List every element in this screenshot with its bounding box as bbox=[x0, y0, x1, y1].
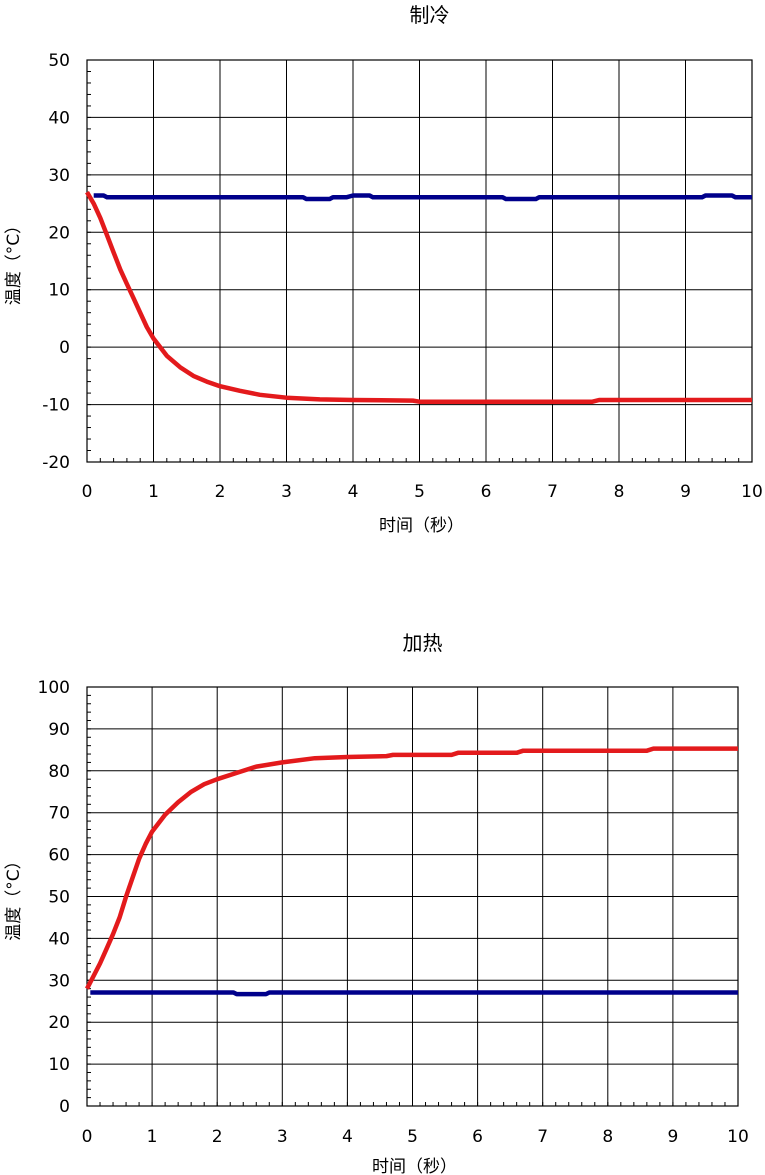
x-tick-label: 4 bbox=[342, 1127, 353, 1147]
y-tick-label: 50 bbox=[48, 51, 70, 71]
y-tick-label: 60 bbox=[48, 846, 70, 866]
plot-frame bbox=[86, 686, 739, 1107]
y-tick-label: 20 bbox=[48, 223, 70, 243]
y-tick-label: 90 bbox=[48, 720, 70, 740]
chart-1: 0 10 20 30 40 50 60 70 80 90 100 0 1 2 3 4 5 6 7 8 9 10 加热时间（秒… bbox=[4, 631, 749, 1175]
x-tick-label: 10 bbox=[727, 1127, 749, 1147]
y-tick-label: 0 bbox=[59, 338, 70, 358]
x-tick-label: 8 bbox=[602, 1127, 613, 1147]
x-tick-label: 0 bbox=[82, 1127, 93, 1147]
x-tick-label: 2 bbox=[215, 482, 226, 502]
plot-frame bbox=[86, 59, 753, 463]
y-tick-label: 30 bbox=[48, 166, 70, 186]
y-tick-label: 80 bbox=[48, 762, 70, 782]
x-tick-label: 1 bbox=[148, 482, 159, 502]
x-tick-label: 3 bbox=[281, 482, 292, 502]
chart-title: 加热 bbox=[403, 631, 443, 655]
x-tick-label: 9 bbox=[667, 1127, 678, 1147]
x-tick-label: 2 bbox=[212, 1127, 223, 1147]
x-tick-label: 1 bbox=[147, 1127, 158, 1147]
y-tick-label: 40 bbox=[48, 929, 70, 949]
x-tick-label: 6 bbox=[472, 1127, 483, 1147]
chart-title: 制冷 bbox=[410, 3, 450, 27]
series-line-0 bbox=[85, 746, 738, 990]
x-tick-label: 4 bbox=[348, 482, 359, 502]
y-tick-label: 40 bbox=[48, 108, 70, 128]
x-tick-label: 10 bbox=[741, 482, 763, 502]
series-line-1 bbox=[93, 193, 752, 202]
series-line-0 bbox=[85, 190, 752, 404]
x-tick-label: 6 bbox=[481, 482, 492, 502]
y-tick-label: 100 bbox=[38, 678, 70, 698]
y-tick-label: 70 bbox=[48, 804, 70, 824]
y-axis-label: 温度（°C） bbox=[4, 217, 24, 305]
x-axis-label: 时间（秒） bbox=[372, 1157, 457, 1175]
x-tick-label: 5 bbox=[407, 1127, 418, 1147]
y-tick-label: 30 bbox=[48, 971, 70, 991]
x-tick-label: 3 bbox=[277, 1127, 288, 1147]
y-tick-label: 10 bbox=[48, 281, 70, 301]
x-axis-label: 时间（秒） bbox=[379, 516, 464, 536]
x-tick-label: 8 bbox=[614, 482, 625, 502]
series-line-1 bbox=[90, 990, 738, 997]
y-tick-label: 50 bbox=[48, 888, 70, 908]
y-axis-label: 温度（°C） bbox=[4, 852, 24, 940]
x-tick-label: 7 bbox=[547, 482, 558, 502]
x-tick-label: 9 bbox=[680, 482, 691, 502]
y-tick-label: -20 bbox=[42, 453, 70, 473]
y-tick-label: 10 bbox=[48, 1055, 70, 1075]
minor-ticks bbox=[86, 59, 753, 463]
x-tick-label: 5 bbox=[414, 482, 425, 502]
minor-ticks bbox=[86, 686, 739, 1107]
x-tick-label: 7 bbox=[537, 1127, 548, 1147]
y-tick-label: -10 bbox=[42, 396, 70, 416]
y-tick-label: 20 bbox=[48, 1013, 70, 1033]
y-tick-label: 0 bbox=[59, 1097, 70, 1117]
x-tick-label: 0 bbox=[82, 482, 93, 502]
